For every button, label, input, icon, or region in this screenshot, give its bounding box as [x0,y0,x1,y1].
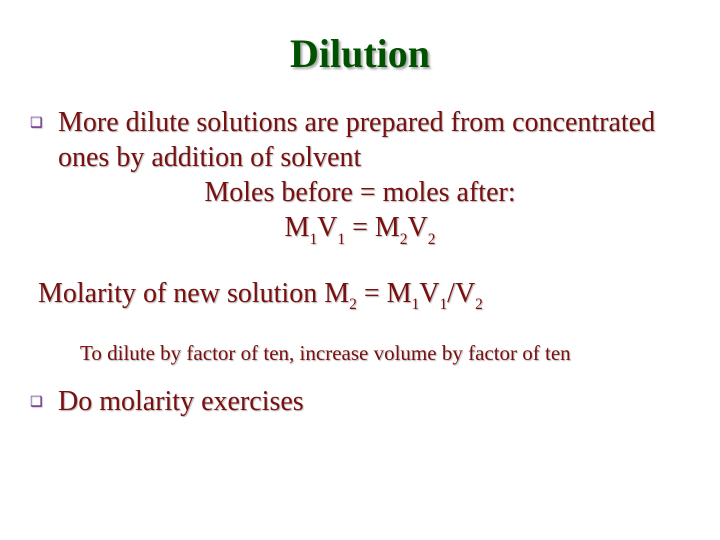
eq-sub2b: 2 [428,231,436,248]
eq-m1: M [285,212,310,243]
eq-sub1b: 1 [337,231,345,248]
molarity-s2: 2 [349,296,357,313]
molarity-v1: V [419,278,439,309]
molarity-line: Molarity of new solution M2 = M1V1/V2 [38,278,690,314]
molarity-s1b: 1 [439,296,447,313]
tip-line: To dilute by factor of ten, increase vol… [80,341,690,366]
bullet-text-1: More dilute solutions are prepared from … [58,105,690,175]
molarity-vd: V [455,278,475,309]
mv-equation: M1V1 = M2V2 [30,210,690,248]
eq-sub2: 2 [400,231,408,248]
molarity-slash: / [447,278,455,309]
eq-v1: V [317,212,337,243]
molarity-m2: M [324,278,349,309]
slide: Dilution ❑ More dilute solutions are pre… [0,0,720,540]
bullet-item-1: ❑ More dilute solutions are prepared fro… [30,105,690,175]
molarity-s1: 1 [412,296,420,313]
moles-equation: Moles before = moles after: [30,175,690,210]
molarity-prefix: Molarity of new solution [38,278,324,309]
slide-title: Dilution [30,30,690,77]
bullet-text-2: Do molarity exercises [58,384,304,419]
molarity-sd: 2 [475,296,483,313]
eq-v2: V [408,212,428,243]
eq-eq: = [345,212,375,243]
molarity-eq: = [357,278,387,309]
eq-m2: M [375,212,400,243]
bullet-icon: ❑ [30,384,58,411]
bullet-icon: ❑ [30,105,58,132]
molarity-m1: M [387,278,412,309]
eq-sub1: 1 [309,231,317,248]
bullet-item-2: ❑ Do molarity exercises [30,384,690,419]
